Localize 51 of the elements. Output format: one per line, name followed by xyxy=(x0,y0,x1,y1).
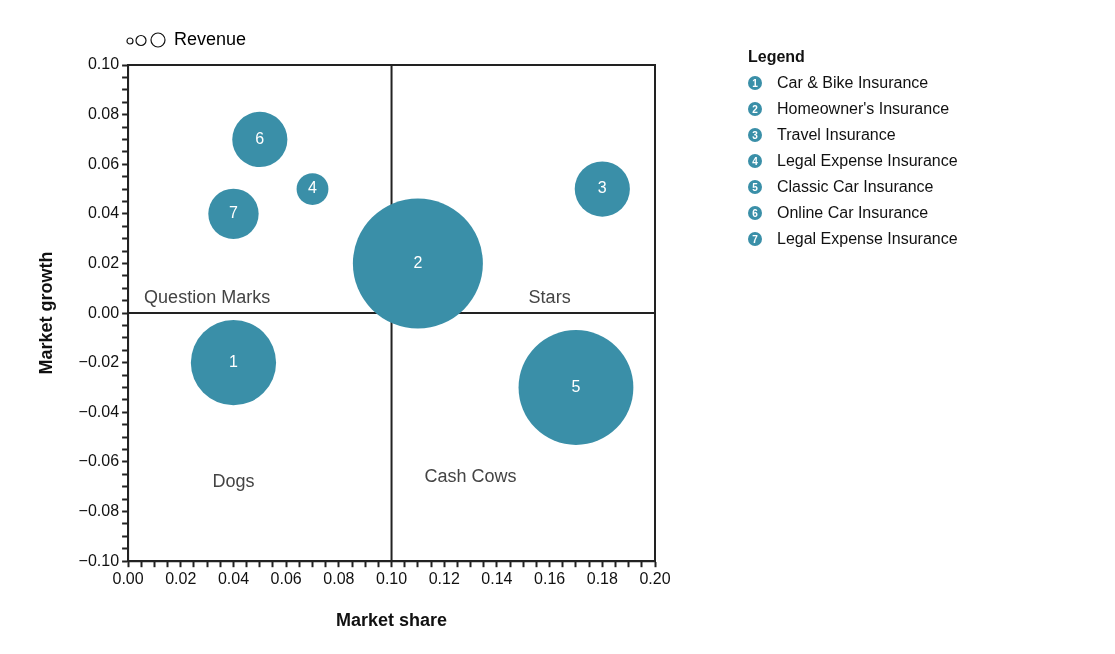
annotation: Dogs xyxy=(212,470,255,491)
text: 5 xyxy=(752,181,758,193)
legend-label: Homeowner's Insurance xyxy=(777,100,950,118)
x-tick-label: 0.14 xyxy=(481,570,513,588)
y-tick-label: 0.00 xyxy=(87,303,120,321)
x-tick-label: 0.16 xyxy=(534,570,566,588)
annotation: 2 xyxy=(413,253,423,271)
x-tick-label: 0.00 xyxy=(112,570,144,588)
y-tick-label: 0.06 xyxy=(87,154,120,172)
x-tick-label: 0.18 xyxy=(586,570,618,588)
legend-label: Online Car Insurance xyxy=(777,204,929,222)
y-axis-title: Market growth xyxy=(35,251,56,375)
annotation: 1 xyxy=(229,353,239,371)
x-tick-label: 0.12 xyxy=(428,570,460,588)
x-tick-label: 0.10 xyxy=(375,570,408,588)
y-tick-label: 0.02 xyxy=(87,253,120,271)
y-tick-label: 0.04 xyxy=(87,204,120,222)
x-tick-label: 0.06 xyxy=(270,570,302,588)
y-tick-label: −0.10 xyxy=(78,551,120,569)
x-tick-label: 0.08 xyxy=(323,570,355,588)
y-tick-label: −0.06 xyxy=(78,452,120,470)
text: 3 xyxy=(752,129,758,141)
text: 1 xyxy=(752,77,758,89)
x-axis-title: Market share xyxy=(336,610,448,631)
annotation: Cash Cows xyxy=(424,465,517,486)
legend-label: Travel Insurance xyxy=(777,126,896,144)
y-tick-label: −0.02 xyxy=(78,353,120,371)
annotation: Stars xyxy=(528,287,571,308)
legend-label: Legal Expense Insurance xyxy=(777,152,958,170)
legend-label: Classic Car Insurance xyxy=(777,178,934,196)
y-tick-label: −0.04 xyxy=(78,402,120,420)
x-tick-label: 0.20 xyxy=(639,570,671,588)
annotation: 5 xyxy=(571,377,581,395)
text: 2 xyxy=(752,103,758,115)
y-tick-label: 0.08 xyxy=(87,105,120,123)
annotation: 6 xyxy=(255,129,265,147)
text: Revenue xyxy=(174,29,247,50)
text: 7 xyxy=(752,233,758,245)
annotation: Question Marks xyxy=(144,287,271,308)
text: 4 xyxy=(752,155,758,167)
x-tick-label: 0.02 xyxy=(165,570,197,588)
annotation: 7 xyxy=(229,204,239,222)
y-tick-label: 0.10 xyxy=(87,55,120,73)
annotation: 3 xyxy=(597,179,607,197)
y-tick-label: −0.08 xyxy=(78,501,120,519)
x-tick-label: 0.04 xyxy=(217,570,250,588)
annotation: 4 xyxy=(308,179,318,197)
legend-label: Car & Bike Insurance xyxy=(777,74,929,92)
text: 6 xyxy=(752,207,758,219)
legend-title: Legend xyxy=(748,48,806,66)
legend-label: Legal Expense Insurance xyxy=(777,230,958,248)
